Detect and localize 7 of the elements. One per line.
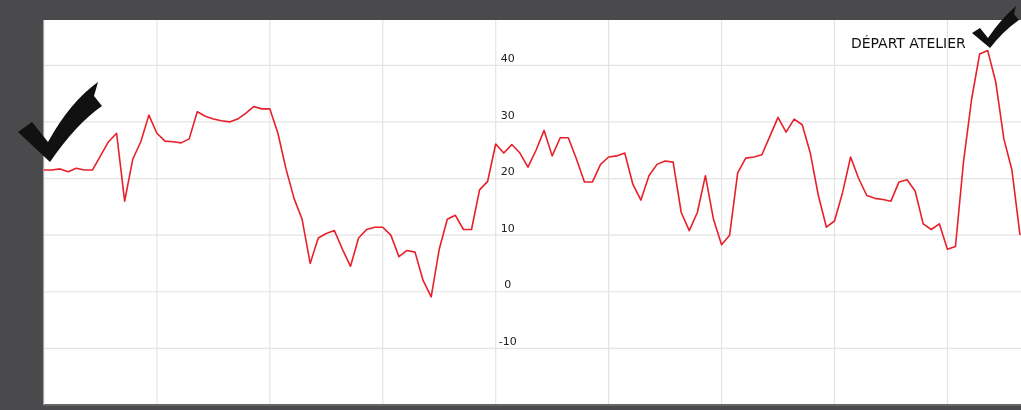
- y-tick-label: 40: [500, 51, 515, 65]
- y-tick-label: -10: [498, 335, 517, 349]
- y-tick-label: 0: [504, 278, 512, 292]
- annotation: DÉPART ATELIER: [850, 35, 966, 51]
- y-tick-label: 30: [500, 108, 515, 122]
- y-tick-label: 20: [500, 165, 515, 179]
- y-tick-label: 10: [500, 221, 515, 235]
